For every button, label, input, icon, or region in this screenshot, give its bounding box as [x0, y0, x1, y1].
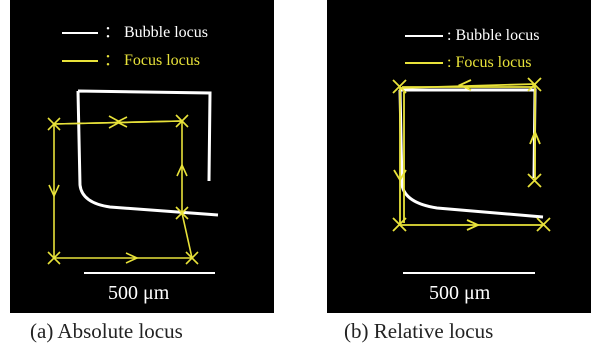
panel-relative-locus: : Bubble locus : Focus locus 500 μm	[327, 0, 591, 313]
bubble-legend-label: : Bubble locus	[447, 27, 540, 44]
scale-bar-label: 500 μm	[108, 282, 170, 304]
focus-locus-path	[392, 77, 551, 232]
bubble-locus-path	[398, 88, 544, 219]
caption-absolute-locus: (a) Absolute locus	[30, 319, 183, 343]
focus-legend-label: ： Focus locus	[104, 52, 201, 69]
relative-locus-image	[392, 35, 551, 274]
absolute-locus-image	[47, 32, 219, 274]
caption-relative-locus: (b) Relative locus	[344, 319, 494, 343]
focus-locus-path	[47, 114, 199, 265]
scale-bar-label: 500 μm	[429, 282, 491, 304]
bubble-locus-path	[76, 89, 219, 217]
focus-legend-label: : Focus locus	[447, 54, 532, 71]
panel-absolute-locus: ： Bubble locus ： Focus locus 500 μm	[10, 0, 274, 313]
bubble-legend-label: ： Bubble locus	[104, 24, 208, 41]
